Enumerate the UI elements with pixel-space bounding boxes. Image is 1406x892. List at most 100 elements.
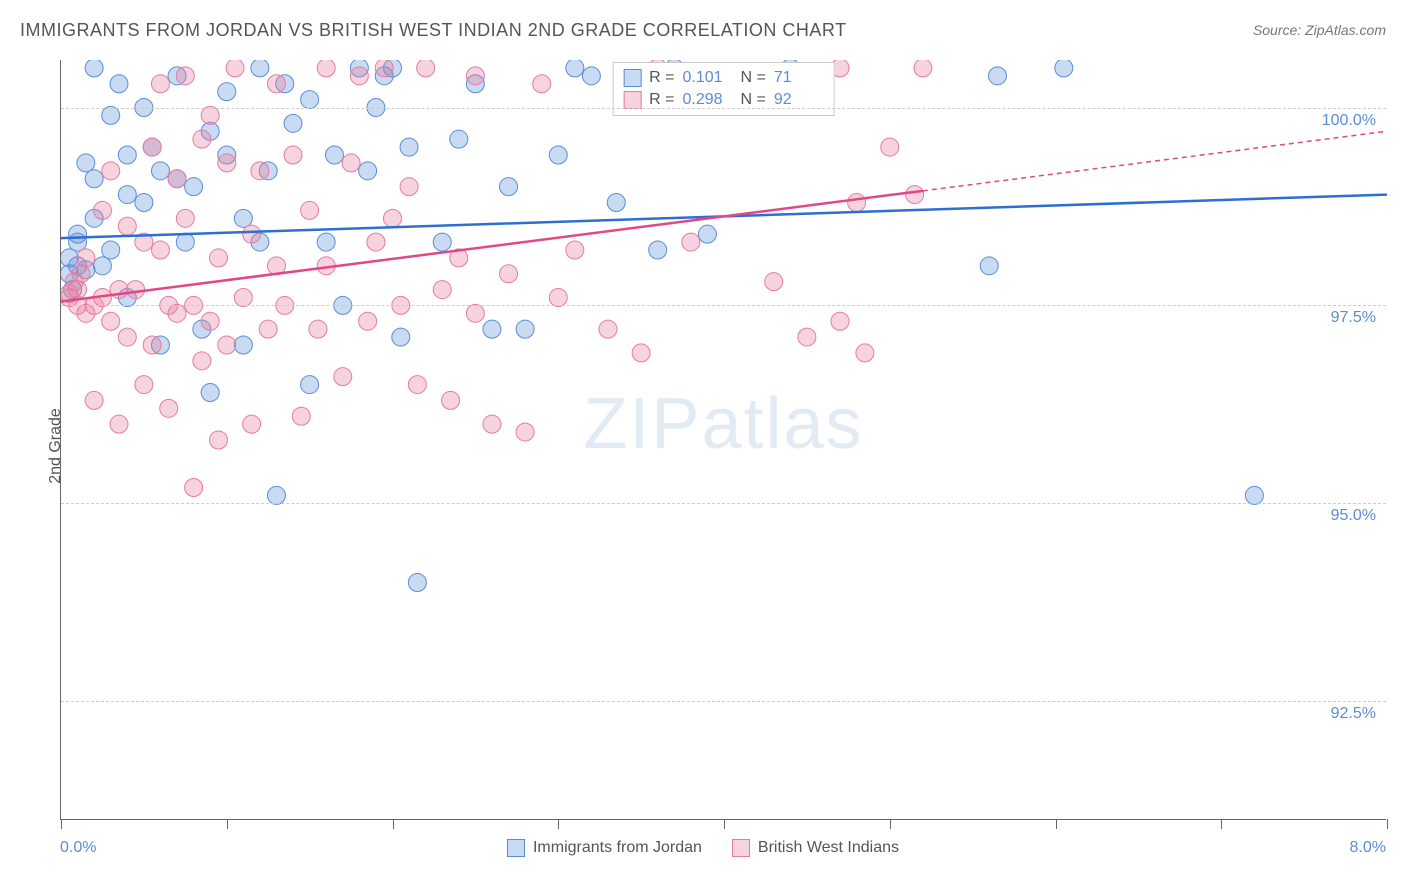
scatter-point xyxy=(566,241,584,259)
scatter-point xyxy=(209,249,227,267)
scatter-point xyxy=(72,265,90,283)
scatter-point xyxy=(566,60,584,77)
scatter-point xyxy=(143,336,161,354)
scatter-point xyxy=(69,281,87,299)
series-legend: Immigrants from Jordan British West India… xyxy=(507,839,899,857)
scatter-point xyxy=(176,67,194,85)
scatter-point xyxy=(500,265,518,283)
chart-title: IMMIGRANTS FROM JORDAN VS BRITISH WEST I… xyxy=(20,20,847,41)
scatter-point xyxy=(93,257,111,275)
scatter-point xyxy=(325,146,343,164)
scatter-point xyxy=(102,162,120,180)
stat-r-value: 0.298 xyxy=(683,91,733,109)
scatter-point xyxy=(193,352,211,370)
scatter-point xyxy=(549,289,567,307)
scatter-point xyxy=(301,201,319,219)
scatter-point xyxy=(988,67,1006,85)
scatter-point xyxy=(151,241,169,259)
scatter-point xyxy=(367,233,385,251)
chart-container: IMMIGRANTS FROM JORDAN VS BRITISH WEST I… xyxy=(0,0,1406,892)
y-tick-label: 95.0% xyxy=(1331,507,1376,525)
scatter-point xyxy=(301,376,319,394)
stat-r-label: R = xyxy=(649,69,674,87)
scatter-point xyxy=(516,320,534,338)
scatter-point xyxy=(251,162,269,180)
scatter-point xyxy=(466,67,484,85)
y-tick-label: 97.5% xyxy=(1331,309,1376,327)
stat-r-label: R = xyxy=(649,91,674,109)
scatter-point xyxy=(334,368,352,386)
scatter-point xyxy=(193,130,211,148)
gridline xyxy=(61,305,1386,306)
x-tick xyxy=(1387,819,1388,829)
stat-n-label: N = xyxy=(741,91,766,109)
gridline xyxy=(61,108,1386,109)
x-tick xyxy=(393,819,394,829)
scatter-point xyxy=(118,186,136,204)
scatter-point xyxy=(607,194,625,212)
legend-item: Immigrants from Jordan xyxy=(507,839,702,857)
x-tick xyxy=(61,819,62,829)
legend-item: British West Indians xyxy=(732,839,899,857)
scatter-point xyxy=(168,170,186,188)
scatter-point xyxy=(284,114,302,132)
legend-label: British West Indians xyxy=(758,839,899,857)
plot-area: ZIPatlas R =0.101N =71R =0.298N =92 92.5… xyxy=(60,60,1386,820)
scatter-point xyxy=(906,186,924,204)
scatter-point xyxy=(1055,60,1073,77)
stat-r-value: 0.101 xyxy=(683,69,733,87)
scatter-point xyxy=(77,154,95,172)
scatter-point xyxy=(284,146,302,164)
x-tick xyxy=(890,819,891,829)
scatter-point xyxy=(309,320,327,338)
scatter-point xyxy=(417,60,435,77)
x-axis-min-label: 0.0% xyxy=(60,839,96,857)
scatter-point xyxy=(143,138,161,156)
legend-swatch xyxy=(623,69,641,87)
scatter-point xyxy=(350,67,368,85)
stat-n-value: 71 xyxy=(774,69,824,87)
stat-n-value: 92 xyxy=(774,91,824,109)
scatter-point xyxy=(135,194,153,212)
scatter-point xyxy=(632,344,650,362)
x-tick xyxy=(558,819,559,829)
scatter-point xyxy=(848,194,866,212)
scatter-point xyxy=(359,312,377,330)
scatter-point xyxy=(599,320,617,338)
x-tick xyxy=(227,819,228,829)
scatter-point xyxy=(77,249,95,267)
stat-n-label: N = xyxy=(741,69,766,87)
scatter-point xyxy=(1245,486,1263,504)
scatter-point xyxy=(342,154,360,172)
scatter-point xyxy=(856,344,874,362)
x-tick xyxy=(1221,819,1222,829)
scatter-point xyxy=(93,201,111,219)
scatter-point xyxy=(259,320,277,338)
scatter-point xyxy=(110,415,128,433)
scatter-point xyxy=(698,225,716,243)
scatter-point xyxy=(649,241,667,259)
scatter-point xyxy=(682,233,700,251)
scatter-point xyxy=(267,75,285,93)
y-tick-label: 100.0% xyxy=(1322,112,1376,130)
scatter-point xyxy=(226,60,244,77)
scatter-point xyxy=(433,233,451,251)
scatter-point xyxy=(408,574,426,592)
scatter-point xyxy=(69,225,87,243)
legend-swatch xyxy=(623,91,641,109)
gridline xyxy=(61,503,1386,504)
scatter-svg xyxy=(61,60,1387,820)
scatter-point xyxy=(234,289,252,307)
scatter-point xyxy=(533,75,551,93)
scatter-point xyxy=(218,336,236,354)
scatter-point xyxy=(500,178,518,196)
scatter-point xyxy=(234,209,252,227)
scatter-point xyxy=(151,162,169,180)
scatter-point xyxy=(151,75,169,93)
scatter-point xyxy=(317,60,335,77)
x-tick xyxy=(1056,819,1057,829)
scatter-point xyxy=(433,281,451,299)
scatter-point xyxy=(201,312,219,330)
scatter-point xyxy=(400,178,418,196)
scatter-point xyxy=(881,138,899,156)
